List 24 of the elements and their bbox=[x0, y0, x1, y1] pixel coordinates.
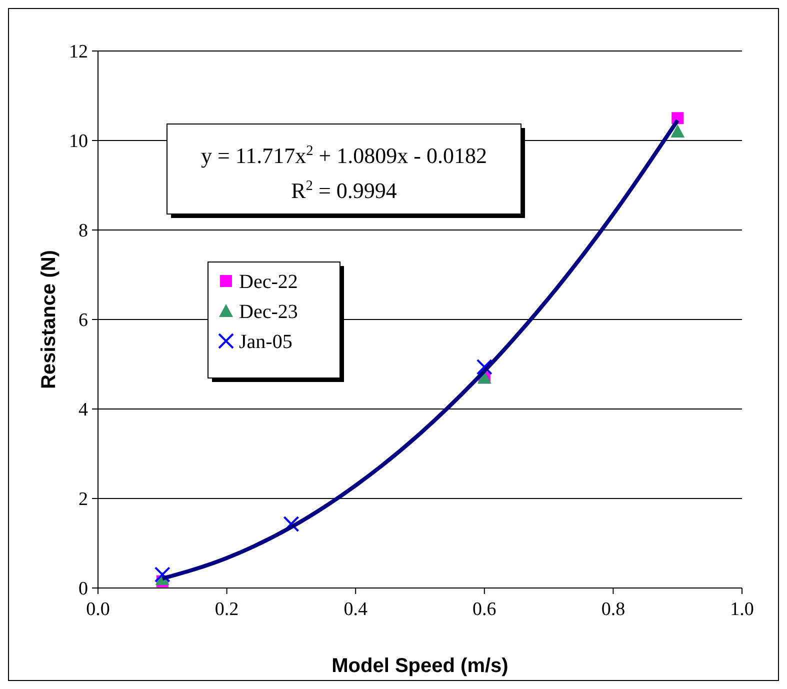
y-tick-label: 8 bbox=[78, 220, 88, 242]
x-tick-label: 0.4 bbox=[344, 599, 368, 620]
x-tick-label: 0.0 bbox=[86, 599, 110, 620]
y-tick-label: 12 bbox=[69, 42, 88, 63]
y-tick-label: 2 bbox=[78, 489, 88, 510]
annotation: y = 11.717x$^{2}$ + 1.0809x - 0.0182 bbox=[201, 143, 487, 168]
y-tick-label: 10 bbox=[69, 131, 88, 152]
point bbox=[670, 124, 685, 138]
legend-label: Jan-05 bbox=[239, 331, 292, 353]
y-tick-label: 6 bbox=[78, 310, 88, 332]
x-tick-label: 1.0 bbox=[730, 599, 754, 620]
legend-label: Dec-23 bbox=[239, 301, 298, 323]
x-axis-title: Model Speed (m/s) bbox=[332, 655, 508, 677]
point bbox=[154, 566, 170, 583]
y-axis-title: Resistance (N) bbox=[38, 250, 60, 389]
x-tick-label: 0.8 bbox=[601, 599, 626, 620]
y-tick-label: 4 bbox=[78, 400, 88, 421]
point bbox=[476, 358, 492, 375]
x-tick-label: 0.6 bbox=[472, 599, 496, 620]
x-tick-label: 0.2 bbox=[214, 599, 239, 620]
point bbox=[283, 516, 300, 532]
legend-label: Dec-22 bbox=[239, 271, 298, 293]
annotation: R$^{2}$ = 0.9994 bbox=[291, 178, 397, 203]
y-tick-label: 0 bbox=[78, 578, 88, 600]
